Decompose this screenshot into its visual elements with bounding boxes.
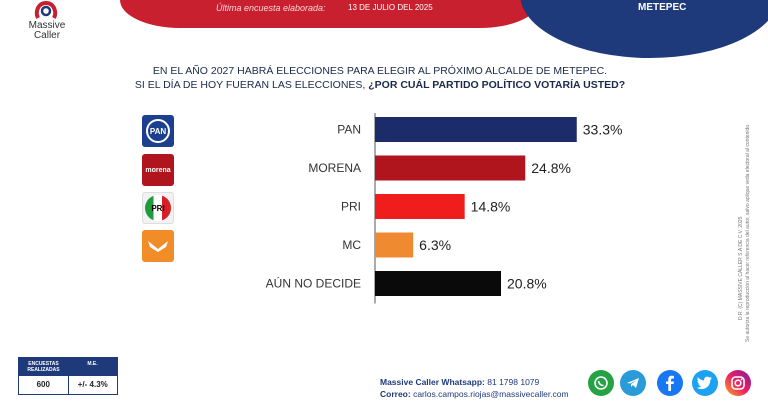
- twitter-icon[interactable]: [692, 370, 718, 396]
- question-line2-prefix: SI EL DÍA DE HOY FUERAN LAS ELECCIONES,: [134, 79, 369, 91]
- morena-logo-text: morena: [145, 166, 171, 174]
- pri-logo-icon: PRI: [142, 192, 174, 224]
- contact-info: Massive Caller Whatsapp: 81 1798 1079 Co…: [380, 376, 569, 400]
- mc-eagle-icon: [148, 241, 168, 252]
- brand-line2: Caller: [33, 30, 61, 41]
- whatsapp-number[interactable]: 81 1798 1079: [487, 377, 540, 387]
- email-label: Correo:: [380, 389, 411, 399]
- header-banner: Última encuesta elaborada: 13 DE JULIO D…: [120, 0, 540, 28]
- bar: [375, 194, 465, 219]
- sample-table: ENCUESTAS REALIZADAS M.E. 600 +/- 4.3%: [18, 357, 118, 395]
- bar: [375, 155, 526, 181]
- bar: [375, 117, 577, 142]
- sample-size-header: ENCUESTAS REALIZADAS: [27, 361, 60, 373]
- category-label: PAN: [337, 123, 361, 137]
- massive-caller-logo: Massive Caller: [22, 0, 72, 41]
- sample-size-value: 600: [36, 380, 50, 389]
- instagram-icon[interactable]: [725, 370, 751, 396]
- brand-line1: Massive: [28, 20, 66, 31]
- telegram-icon[interactable]: [620, 370, 646, 396]
- bar-value-label: 24.8%: [531, 160, 571, 176]
- bar: [375, 232, 414, 258]
- mc-logo-icon: [142, 230, 174, 262]
- bar-value-label: 6.3%: [419, 237, 451, 253]
- bar: [375, 271, 502, 296]
- massive-caller-logo-icon: [34, 0, 58, 19]
- facebook-icon[interactable]: [657, 370, 683, 396]
- margin-error-value: +/- 4.3%: [67, 376, 118, 394]
- question-line1: EN EL AÑO 2027 HABRÁ ELECCIONES PARA ELE…: [152, 65, 608, 77]
- question-line2: SI EL DÍA DE HOY FUERAN LAS ELECCIONES, …: [130, 78, 630, 92]
- whatsapp-label: Massive Caller Whatsapp:: [380, 377, 485, 387]
- category-label: PRI: [341, 200, 361, 214]
- bar-value-label: 20.8%: [507, 276, 547, 292]
- survey-date: 13 DE JULIO DEL 2025: [348, 3, 433, 12]
- pri-logo-text: PRI: [151, 203, 165, 213]
- city-name: METEPEC: [638, 2, 687, 13]
- morena-logo-icon: morena: [142, 154, 174, 186]
- category-label: AÚN NO DECIDE: [266, 276, 361, 291]
- pan-logo-icon: PAN: [142, 115, 174, 147]
- survey-question: EN EL AÑO 2027 HABRÁ ELECCIONES PARA ELE…: [130, 64, 630, 92]
- bar-value-label: 14.8%: [471, 199, 511, 215]
- whatsapp-icon[interactable]: [588, 370, 614, 396]
- bar-value-label: 33.3%: [583, 122, 623, 138]
- question-line2-bold: ¿POR CUÁL PARTIDO POLÍTICO VOTARÍA USTED…: [368, 79, 626, 91]
- last-survey-label: Última encuesta elaborada:: [216, 3, 326, 13]
- pan-logo-text: PAN: [149, 126, 167, 136]
- email-address[interactable]: carlos.campos.riojas@massivecaller.com: [413, 389, 569, 399]
- category-label: MC: [342, 238, 361, 252]
- margin-error-header: M.E.: [87, 361, 98, 367]
- category-label: MORENA: [308, 161, 361, 175]
